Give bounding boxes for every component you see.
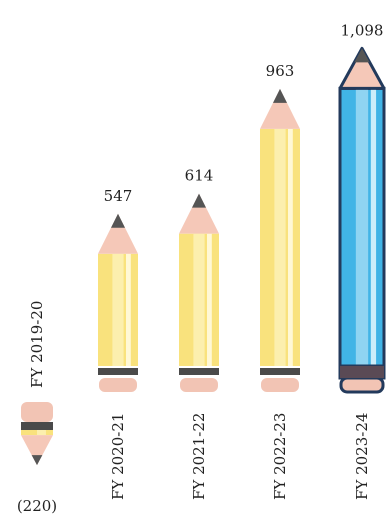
pencil-stripe — [37, 430, 46, 436]
value-label: 547 — [104, 187, 133, 205]
pencil-tip — [179, 193, 219, 234]
value-label: 963 — [266, 62, 295, 80]
pencil-eraser — [261, 378, 299, 392]
pencil-stripe — [355, 88, 369, 366]
pencil-band — [21, 422, 53, 430]
pencil-stripe — [126, 253, 131, 366]
pencil-tip — [98, 213, 138, 254]
pencil-bar-2 — [179, 193, 219, 392]
pencil-eraser — [21, 402, 53, 422]
pencil-eraser — [339, 376, 385, 394]
category-label: FY 2019-20 — [28, 301, 46, 388]
pencil-tip — [338, 46, 386, 90]
pencil-band-stripe — [340, 366, 384, 378]
value-labels: (220) 547 614 963 1,098 — [17, 21, 384, 515]
pencil-band-stripe — [98, 368, 138, 375]
pencil-bar-0 — [21, 402, 53, 466]
pencil-stripe — [193, 233, 205, 366]
pencil-lead — [354, 48, 370, 63]
category-label: FY 2020-21 — [109, 413, 127, 500]
value-label: (220) — [17, 497, 57, 515]
pencil-stripe — [274, 128, 286, 366]
pencil-bar-4 — [338, 46, 386, 394]
pencil-tip — [21, 435, 53, 466]
category-labels: FY 2019-20 FY 2020-21 FY 2021-22 FY 2022-23… — [28, 301, 371, 500]
pencil-lead — [111, 213, 125, 228]
pencil-lead — [31, 455, 43, 466]
pencil-lead — [192, 193, 206, 208]
pencil-stripe — [288, 128, 293, 366]
value-label: 1,098 — [341, 21, 384, 39]
pencil-stripe — [112, 253, 124, 366]
value-label: 614 — [185, 167, 214, 185]
pencil-eraser — [180, 378, 218, 392]
chart-bars — [21, 46, 386, 466]
pencil-eraser — [99, 378, 137, 392]
pencil-lead — [273, 88, 287, 103]
pencil-tip — [260, 88, 300, 129]
pencil-band-stripe — [260, 368, 300, 375]
category-label: FY 2021-22 — [190, 413, 208, 500]
category-label: FY 2023-24 — [353, 413, 371, 500]
pencil-bar-1 — [98, 213, 138, 392]
category-label: FY 2022-23 — [271, 413, 289, 500]
pencil-stripe — [370, 88, 377, 366]
pencil-band-stripe — [179, 368, 219, 375]
pencil-stripe — [207, 233, 212, 366]
pencil-bar-3 — [260, 88, 300, 392]
